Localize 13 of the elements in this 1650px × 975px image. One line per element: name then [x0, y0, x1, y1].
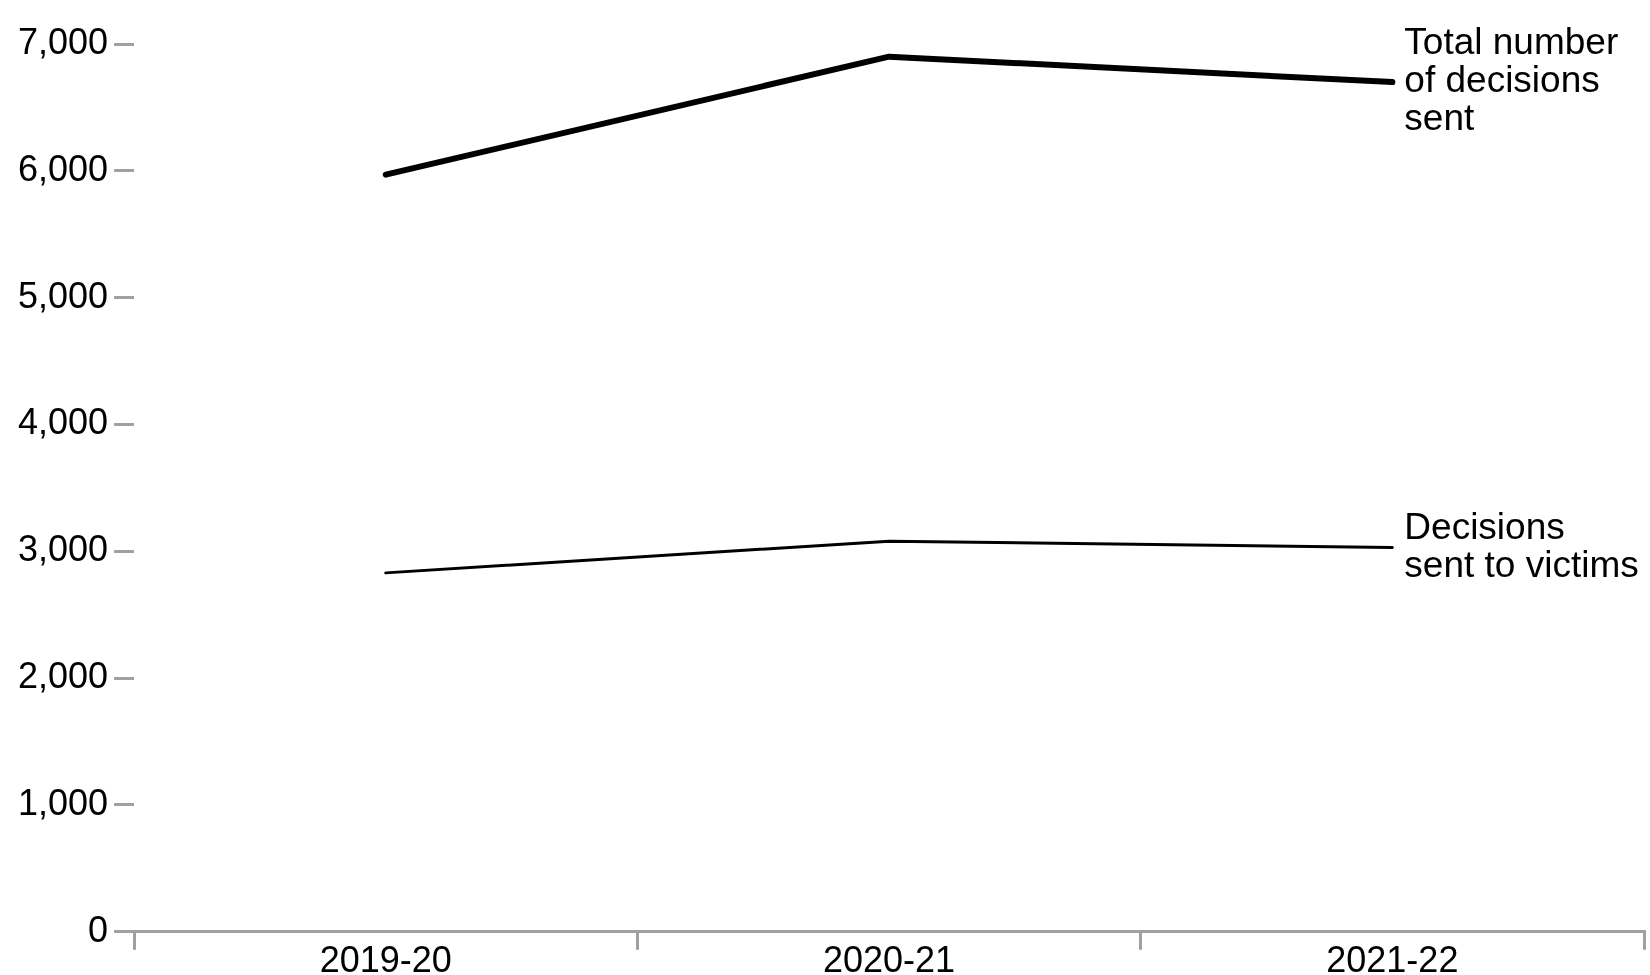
- series-label: Total number of decisions sent: [1404, 21, 1619, 139]
- y-tick-label: 4,000: [17, 401, 109, 443]
- series-label: Decisions sent to victims: [1404, 505, 1639, 585]
- y-tick-label: 6,000: [17, 147, 109, 189]
- y-tick-label: 5,000: [17, 274, 109, 316]
- x-tick-label: 2019-20: [319, 939, 452, 975]
- x-tick-label: 2021-22: [1326, 939, 1459, 975]
- y-tick-label: 1,000: [17, 781, 109, 823]
- y-tick-label: 3,000: [17, 528, 109, 570]
- y-tick-label: 7,000: [17, 20, 109, 62]
- x-tick-label: 2020-21: [822, 939, 956, 975]
- y-tick-label: 2,000: [17, 655, 109, 697]
- y-tick-label: 0: [88, 908, 109, 950]
